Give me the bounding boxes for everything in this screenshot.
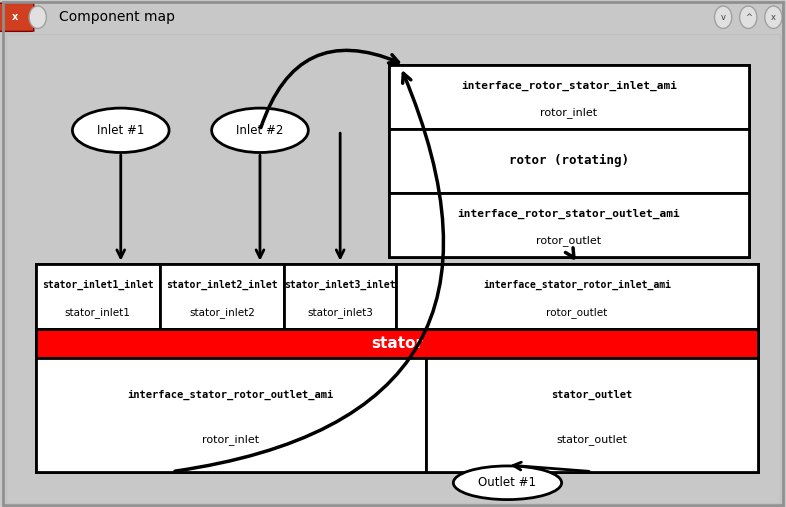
Ellipse shape bbox=[454, 466, 562, 499]
Bar bbox=[389, 129, 749, 193]
Text: interface_rotor_stator_outlet_ami: interface_rotor_stator_outlet_ami bbox=[457, 208, 681, 219]
Text: stator_inlet2_inlet: stator_inlet2_inlet bbox=[167, 280, 278, 291]
Text: rotor_inlet: rotor_inlet bbox=[202, 434, 259, 445]
Ellipse shape bbox=[765, 6, 782, 28]
Text: rotor (rotating): rotor (rotating) bbox=[509, 154, 629, 167]
Text: v: v bbox=[721, 13, 725, 22]
Ellipse shape bbox=[211, 108, 308, 153]
Text: rotor_inlet: rotor_inlet bbox=[541, 107, 597, 118]
Text: x: x bbox=[771, 13, 776, 22]
Text: interface_stator_rotor_outlet_ami: interface_stator_rotor_outlet_ami bbox=[127, 389, 334, 400]
Bar bbox=[426, 358, 758, 472]
Bar bbox=[160, 264, 285, 329]
Bar bbox=[389, 65, 749, 257]
FancyBboxPatch shape bbox=[0, 3, 34, 31]
Text: ^: ^ bbox=[745, 13, 751, 22]
Bar bbox=[389, 65, 749, 129]
Bar bbox=[396, 264, 758, 329]
Text: rotor_outlet: rotor_outlet bbox=[536, 235, 601, 246]
Text: stator_inlet1: stator_inlet1 bbox=[65, 307, 130, 318]
Text: stator: stator bbox=[371, 336, 423, 351]
Text: Component map: Component map bbox=[59, 10, 175, 24]
Text: stator_inlet1_inlet: stator_inlet1_inlet bbox=[42, 280, 153, 291]
Text: stator_inlet2: stator_inlet2 bbox=[189, 307, 255, 318]
Text: interface_rotor_stator_inlet_ami: interface_rotor_stator_inlet_ami bbox=[461, 81, 677, 91]
Bar bbox=[35, 264, 758, 472]
Bar bbox=[285, 264, 396, 329]
Text: interface_stator_rotor_inlet_ami: interface_stator_rotor_inlet_ami bbox=[483, 280, 671, 291]
Text: Inlet #1: Inlet #1 bbox=[97, 124, 145, 137]
Text: stator_outlet: stator_outlet bbox=[556, 434, 627, 445]
Bar bbox=[389, 193, 749, 257]
Text: stator_outlet: stator_outlet bbox=[551, 389, 633, 400]
Bar bbox=[35, 264, 160, 329]
Text: rotor_outlet: rotor_outlet bbox=[546, 307, 608, 318]
Ellipse shape bbox=[29, 6, 46, 28]
Ellipse shape bbox=[740, 6, 757, 28]
Text: Inlet #2: Inlet #2 bbox=[237, 124, 284, 137]
Text: Outlet #1: Outlet #1 bbox=[479, 476, 537, 489]
Ellipse shape bbox=[72, 108, 169, 153]
Ellipse shape bbox=[714, 6, 732, 28]
Bar bbox=[35, 358, 426, 472]
Text: stator_inlet3_inlet: stator_inlet3_inlet bbox=[285, 280, 396, 291]
Text: x: x bbox=[12, 12, 18, 22]
Bar bbox=[35, 329, 758, 358]
Text: stator_inlet3: stator_inlet3 bbox=[307, 307, 373, 318]
